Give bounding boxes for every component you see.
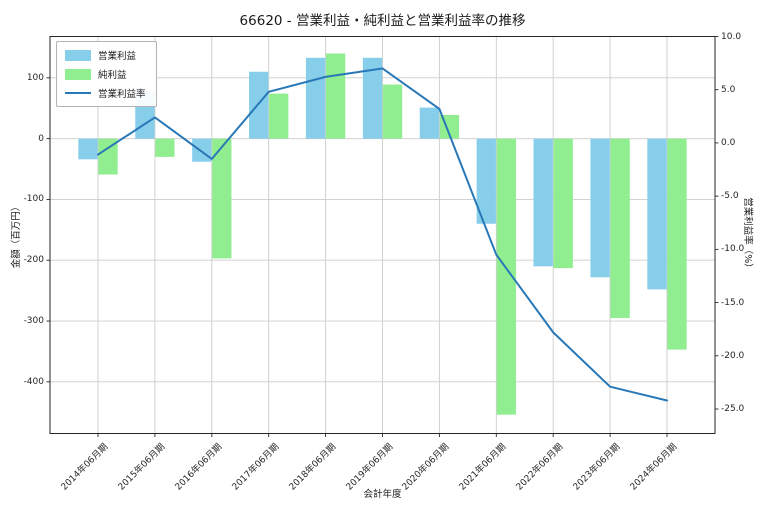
left-axis-title: 金額（百万円） — [11, 201, 22, 269]
bar-operating-income-2017 — [249, 71, 269, 139]
y-tick-label-right--5: -5.0 — [721, 191, 739, 202]
bar-net-income-2023 — [610, 138, 630, 318]
legend: 営業利益純利益営業利益率 — [56, 41, 157, 107]
bar-operating-income-2019 — [362, 57, 383, 139]
y-tick-label-left--300: -300 — [23, 316, 44, 327]
y-tick-label-right-10: 10.0 — [721, 31, 742, 42]
bar-operating-income-2021 — [476, 138, 496, 224]
bar-net-income-2019 — [382, 84, 403, 139]
legend-item-operating-margin: 営業利益率 — [65, 86, 146, 100]
legend-label-operating-margin: 営業利益率 — [98, 89, 146, 100]
bar-operating-income-2018 — [305, 57, 326, 139]
legend-swatch-operating-income — [65, 49, 91, 61]
y-tick-label-right--15: -15.0 — [721, 297, 745, 308]
legend-label-operating-income: 営業利益 — [98, 51, 137, 62]
y-tick-label-left--400: -400 — [23, 376, 44, 387]
legend-item-net-income: 純利益 — [65, 67, 146, 81]
y-tick-label-left--200: -200 — [23, 255, 44, 266]
bar-net-income-2016 — [212, 138, 232, 259]
bar-net-income-2022 — [553, 138, 573, 269]
bar-net-income-2014 — [98, 138, 118, 175]
legend-swatch-operating-margin — [65, 92, 91, 94]
y-tick-label-right--20: -20.0 — [721, 350, 745, 361]
bar-net-income-2021 — [496, 138, 516, 415]
bar-net-income-2024 — [667, 138, 687, 350]
y-tick-label-right-5: 5.0 — [721, 84, 736, 95]
legend-swatch-net-income — [65, 68, 91, 80]
y-tick-label-right--25: -25.0 — [721, 404, 745, 415]
bar-operating-income-2024 — [647, 138, 667, 290]
bar-operating-income-2016 — [192, 138, 212, 162]
x-axis-title: 会計年度 — [363, 489, 402, 500]
y-tick-label-right-0: 0.0 — [721, 137, 736, 148]
bar-net-income-2017 — [269, 93, 289, 139]
bar-operating-income-2022 — [533, 138, 553, 267]
legend-item-operating-income: 営業利益 — [65, 48, 146, 62]
y-tick-label-right--10: -10.0 — [721, 244, 745, 255]
bar-operating-income-2020 — [419, 107, 440, 139]
chart-title: 66620 - 営業利益・純利益と営業利益率の推移 — [239, 13, 526, 29]
y-tick-label-left-0: 0 — [38, 133, 44, 144]
legend-label-net-income: 純利益 — [98, 70, 127, 81]
line-operating-margin — [97, 67, 668, 402]
bar-operating-income-2014 — [78, 138, 98, 160]
y-tick-label-left--100: -100 — [23, 194, 44, 205]
bar-operating-income-2023 — [590, 138, 610, 278]
y-tick-label-left-100: 100 — [26, 72, 44, 83]
right-axis-title: 営業利益率（%） — [742, 197, 753, 273]
bar-net-income-2015 — [155, 138, 175, 157]
bar-net-income-2018 — [325, 53, 346, 139]
